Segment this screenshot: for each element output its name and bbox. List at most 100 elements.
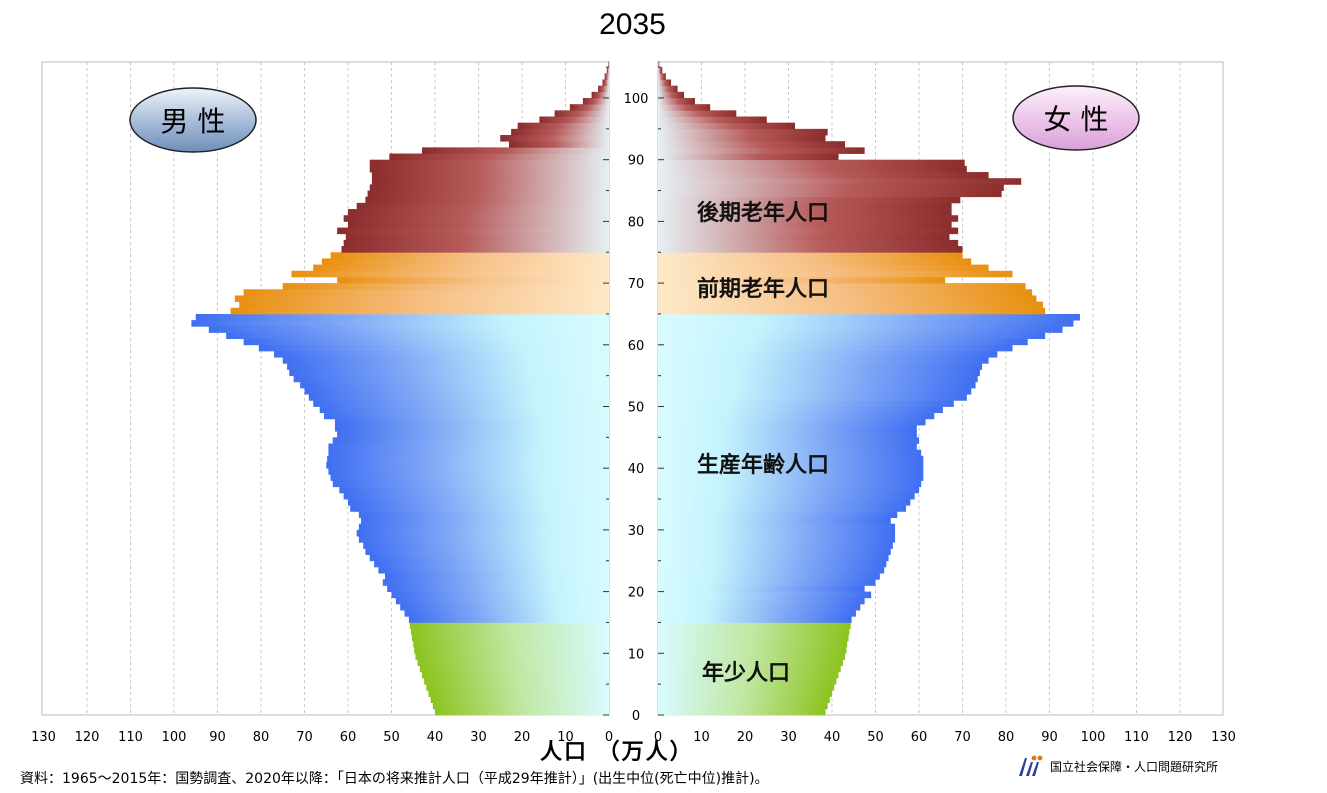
male-bar-age-47 xyxy=(334,418,609,426)
female-bar-age-40 xyxy=(658,462,924,469)
chart-title: 2035 xyxy=(599,8,666,41)
male-bar-age-26 xyxy=(365,548,609,555)
male-bar-age-34 xyxy=(348,499,609,506)
x-tick-label-male: 10 xyxy=(557,730,574,745)
female-bar-age-75 xyxy=(658,246,963,253)
x-tick-label-male: 100 xyxy=(162,730,187,745)
x-tick-label-male: 110 xyxy=(118,730,143,745)
group-label: 後期老年人口 xyxy=(697,200,829,226)
female-bars xyxy=(658,60,1080,716)
female-bar-age-54 xyxy=(658,375,978,383)
female-bar-age-101 xyxy=(658,85,678,93)
male-bar-age-3 xyxy=(428,690,609,697)
female-bar-age-82 xyxy=(658,202,952,210)
female-bar-age-38 xyxy=(658,474,924,481)
female-bar-age-9 xyxy=(658,653,846,660)
female-bar-age-12 xyxy=(658,634,849,642)
female-bar-age-20 xyxy=(658,585,865,592)
female-bar-age-35 xyxy=(658,492,915,500)
female-bar-age-28 xyxy=(658,536,896,543)
male-bar-age-84 xyxy=(367,190,609,198)
male-bar-age-42 xyxy=(328,449,609,457)
male-bar-age-56 xyxy=(287,363,609,370)
female-bar-age-86 xyxy=(658,178,1022,185)
male-bar-age-40 xyxy=(326,462,609,469)
organization-credit: 国立社会保障・人口問題研究所 xyxy=(1016,752,1218,780)
x-tick-label-female: 130 xyxy=(1211,730,1236,745)
female-bar-age-49 xyxy=(658,406,943,414)
male-bar-age-73 xyxy=(321,258,609,265)
male-bar-age-78 xyxy=(337,227,609,235)
female-bar-age-83 xyxy=(658,196,961,204)
male-bar-age-28 xyxy=(358,536,609,543)
male-bar-age-86 xyxy=(371,178,609,185)
age-tick-label: 80 xyxy=(628,215,645,230)
female-bar-age-89 xyxy=(658,159,965,167)
male-bar-age-71 xyxy=(291,270,609,278)
male-bar-age-48 xyxy=(324,412,609,420)
male-bar-age-15 xyxy=(408,616,609,623)
female-bar-age-64 xyxy=(658,313,1080,321)
female-bar-age-53 xyxy=(658,381,976,389)
male-bar-age-95 xyxy=(517,122,609,130)
age-tick-label: 70 xyxy=(628,277,645,292)
male-bar-age-50 xyxy=(313,400,609,407)
female-bar-age-15 xyxy=(658,616,852,623)
female-bar-age-11 xyxy=(658,640,848,648)
female-bar-age-13 xyxy=(658,628,850,636)
male-bar-age-37 xyxy=(332,480,609,488)
male-bar-age-14 xyxy=(409,622,609,630)
x-tick-label-male: 50 xyxy=(383,730,400,745)
male-label: 男 性 xyxy=(161,105,226,138)
male-bar-age-91 xyxy=(421,147,609,154)
male-bar-age-23 xyxy=(378,566,609,574)
x-tick-label-female: 120 xyxy=(1168,730,1193,745)
female-bar-age-78 xyxy=(658,227,959,235)
female-bar-age-65 xyxy=(658,307,1046,315)
male-bar-age-105 xyxy=(608,60,609,68)
x-tick-label-female: 20 xyxy=(737,730,754,745)
female-bar-age-80 xyxy=(658,215,959,222)
female-bar-age-85 xyxy=(658,184,1004,191)
x-tick-label-female: 50 xyxy=(867,730,884,745)
female-bar-age-71 xyxy=(658,270,1013,278)
group-label: 年少人口 xyxy=(702,660,790,686)
male-bar-age-90 xyxy=(389,153,609,161)
male-bar-age-1 xyxy=(432,702,609,710)
male-bar-age-51 xyxy=(308,394,609,401)
x-tick-label-female: 30 xyxy=(780,730,797,745)
male-bar-age-54 xyxy=(293,375,609,383)
male-bar-age-10 xyxy=(414,647,609,654)
female-bar-age-97 xyxy=(658,110,737,117)
male-bar-age-2 xyxy=(430,696,609,704)
female-bar-age-16 xyxy=(658,610,856,617)
female-bar-age-32 xyxy=(658,511,898,518)
female-bar-age-4 xyxy=(658,684,835,691)
male-bar-age-98 xyxy=(569,104,609,111)
female-bar-age-31 xyxy=(658,517,891,525)
female-bar-age-29 xyxy=(658,529,896,537)
female-bar-age-61 xyxy=(658,332,1046,340)
male-bar-age-67 xyxy=(234,295,609,303)
male-bar-age-104 xyxy=(606,67,609,74)
male-bar-age-55 xyxy=(289,369,609,377)
x-tick-label-male: 120 xyxy=(75,730,100,745)
male-bar-age-81 xyxy=(348,209,609,216)
female-bar-age-57 xyxy=(658,357,989,364)
female-bar-age-52 xyxy=(658,387,972,395)
female-bar-age-60 xyxy=(658,338,1028,346)
female-bar-age-7 xyxy=(658,665,841,673)
male-bar-age-31 xyxy=(361,517,609,525)
female-bar-age-59 xyxy=(658,344,1013,352)
male-bar-age-20 xyxy=(387,585,609,592)
female-bar-age-72 xyxy=(658,264,989,272)
female-bar-age-102 xyxy=(658,79,672,87)
female-bar-age-95 xyxy=(658,122,796,130)
x-tick-label-male: 30 xyxy=(470,730,487,745)
x-tick-label-female: 70 xyxy=(954,730,971,745)
male-bar-age-99 xyxy=(582,98,609,105)
male-bar-age-13 xyxy=(411,628,609,636)
male-bar-age-53 xyxy=(300,381,609,389)
male-bar-age-4 xyxy=(426,684,609,691)
age-tick-label: 0 xyxy=(632,709,640,724)
